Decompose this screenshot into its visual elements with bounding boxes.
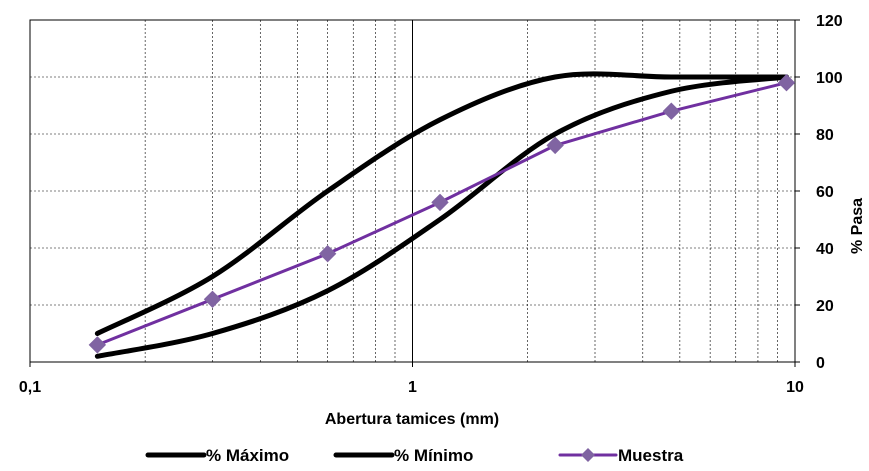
- series-1-line: [94, 71, 789, 336]
- y-tick-label: 40: [816, 241, 834, 258]
- series-3-line: [95, 81, 788, 347]
- y-tick-label: 100: [816, 70, 843, 87]
- y-tick-label: 80: [816, 127, 834, 144]
- y-tick-label: 20: [816, 298, 834, 315]
- y-tick-label: 120: [816, 13, 843, 30]
- series-3-point: [662, 102, 681, 120]
- legend: % Máximo % Mínimo Muestra: [145, 446, 684, 465]
- legend-item: % Máximo: [145, 446, 289, 465]
- legend-swatch-marker: [581, 448, 595, 462]
- x-axis-title: Abertura tamices (mm): [325, 411, 499, 428]
- legend-label: Muestra: [618, 446, 684, 465]
- series-2-line: [94, 74, 789, 359]
- series-3-point: [88, 336, 107, 354]
- legend-item: Muestra: [558, 446, 684, 465]
- y-axis-title: % Pasa: [849, 198, 866, 254]
- series-3-point: [318, 244, 337, 263]
- legend-label: % Máximo: [206, 446, 289, 465]
- series-3-point: [777, 73, 796, 92]
- legend-item: % Mínimo: [333, 446, 473, 465]
- legend-label: % Mínimo: [394, 446, 473, 465]
- x-tick-label: 1: [408, 379, 417, 396]
- series-3-point: [203, 290, 222, 309]
- x-tick-label: 10: [786, 379, 804, 396]
- x-tick-label: 0,1: [19, 379, 41, 396]
- series-group: [88, 71, 796, 359]
- series-3-point: [431, 193, 449, 212]
- y-tick-label: 0: [816, 355, 825, 372]
- series-3-point: [546, 136, 564, 155]
- y-tick-label: 60: [816, 184, 834, 201]
